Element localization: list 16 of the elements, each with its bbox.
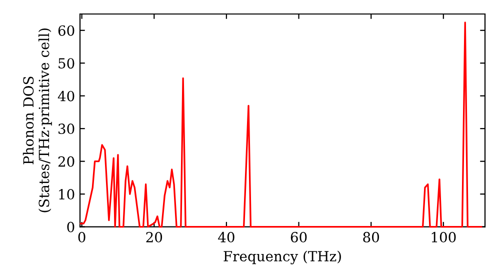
x-tick-label: 60 — [290, 232, 307, 242]
y-tick-label: 10 — [59, 189, 74, 200]
x-tick-label: 20 — [146, 232, 162, 242]
x-axis-title: Frequency (THz) — [224, 250, 341, 264]
line-series — [80, 22, 482, 228]
y-tick-label: 0 — [67, 222, 74, 232]
y-tick-label: 30 — [58, 124, 74, 134]
y-axis-title: Phonon DOS (States/THz·primitive cell) — [22, 28, 52, 212]
y-tick-label: 20 — [58, 156, 74, 167]
y-tick-label: 40 — [58, 90, 74, 102]
x-tick-label: 40 — [218, 232, 234, 242]
x-tick-label: 100 — [432, 232, 456, 242]
x-tick-label: 80 — [363, 232, 380, 242]
y-tick-label: 50 — [58, 58, 74, 69]
x-tick-label: 0 — [78, 232, 86, 242]
y-tick-label: 60 — [58, 25, 74, 36]
